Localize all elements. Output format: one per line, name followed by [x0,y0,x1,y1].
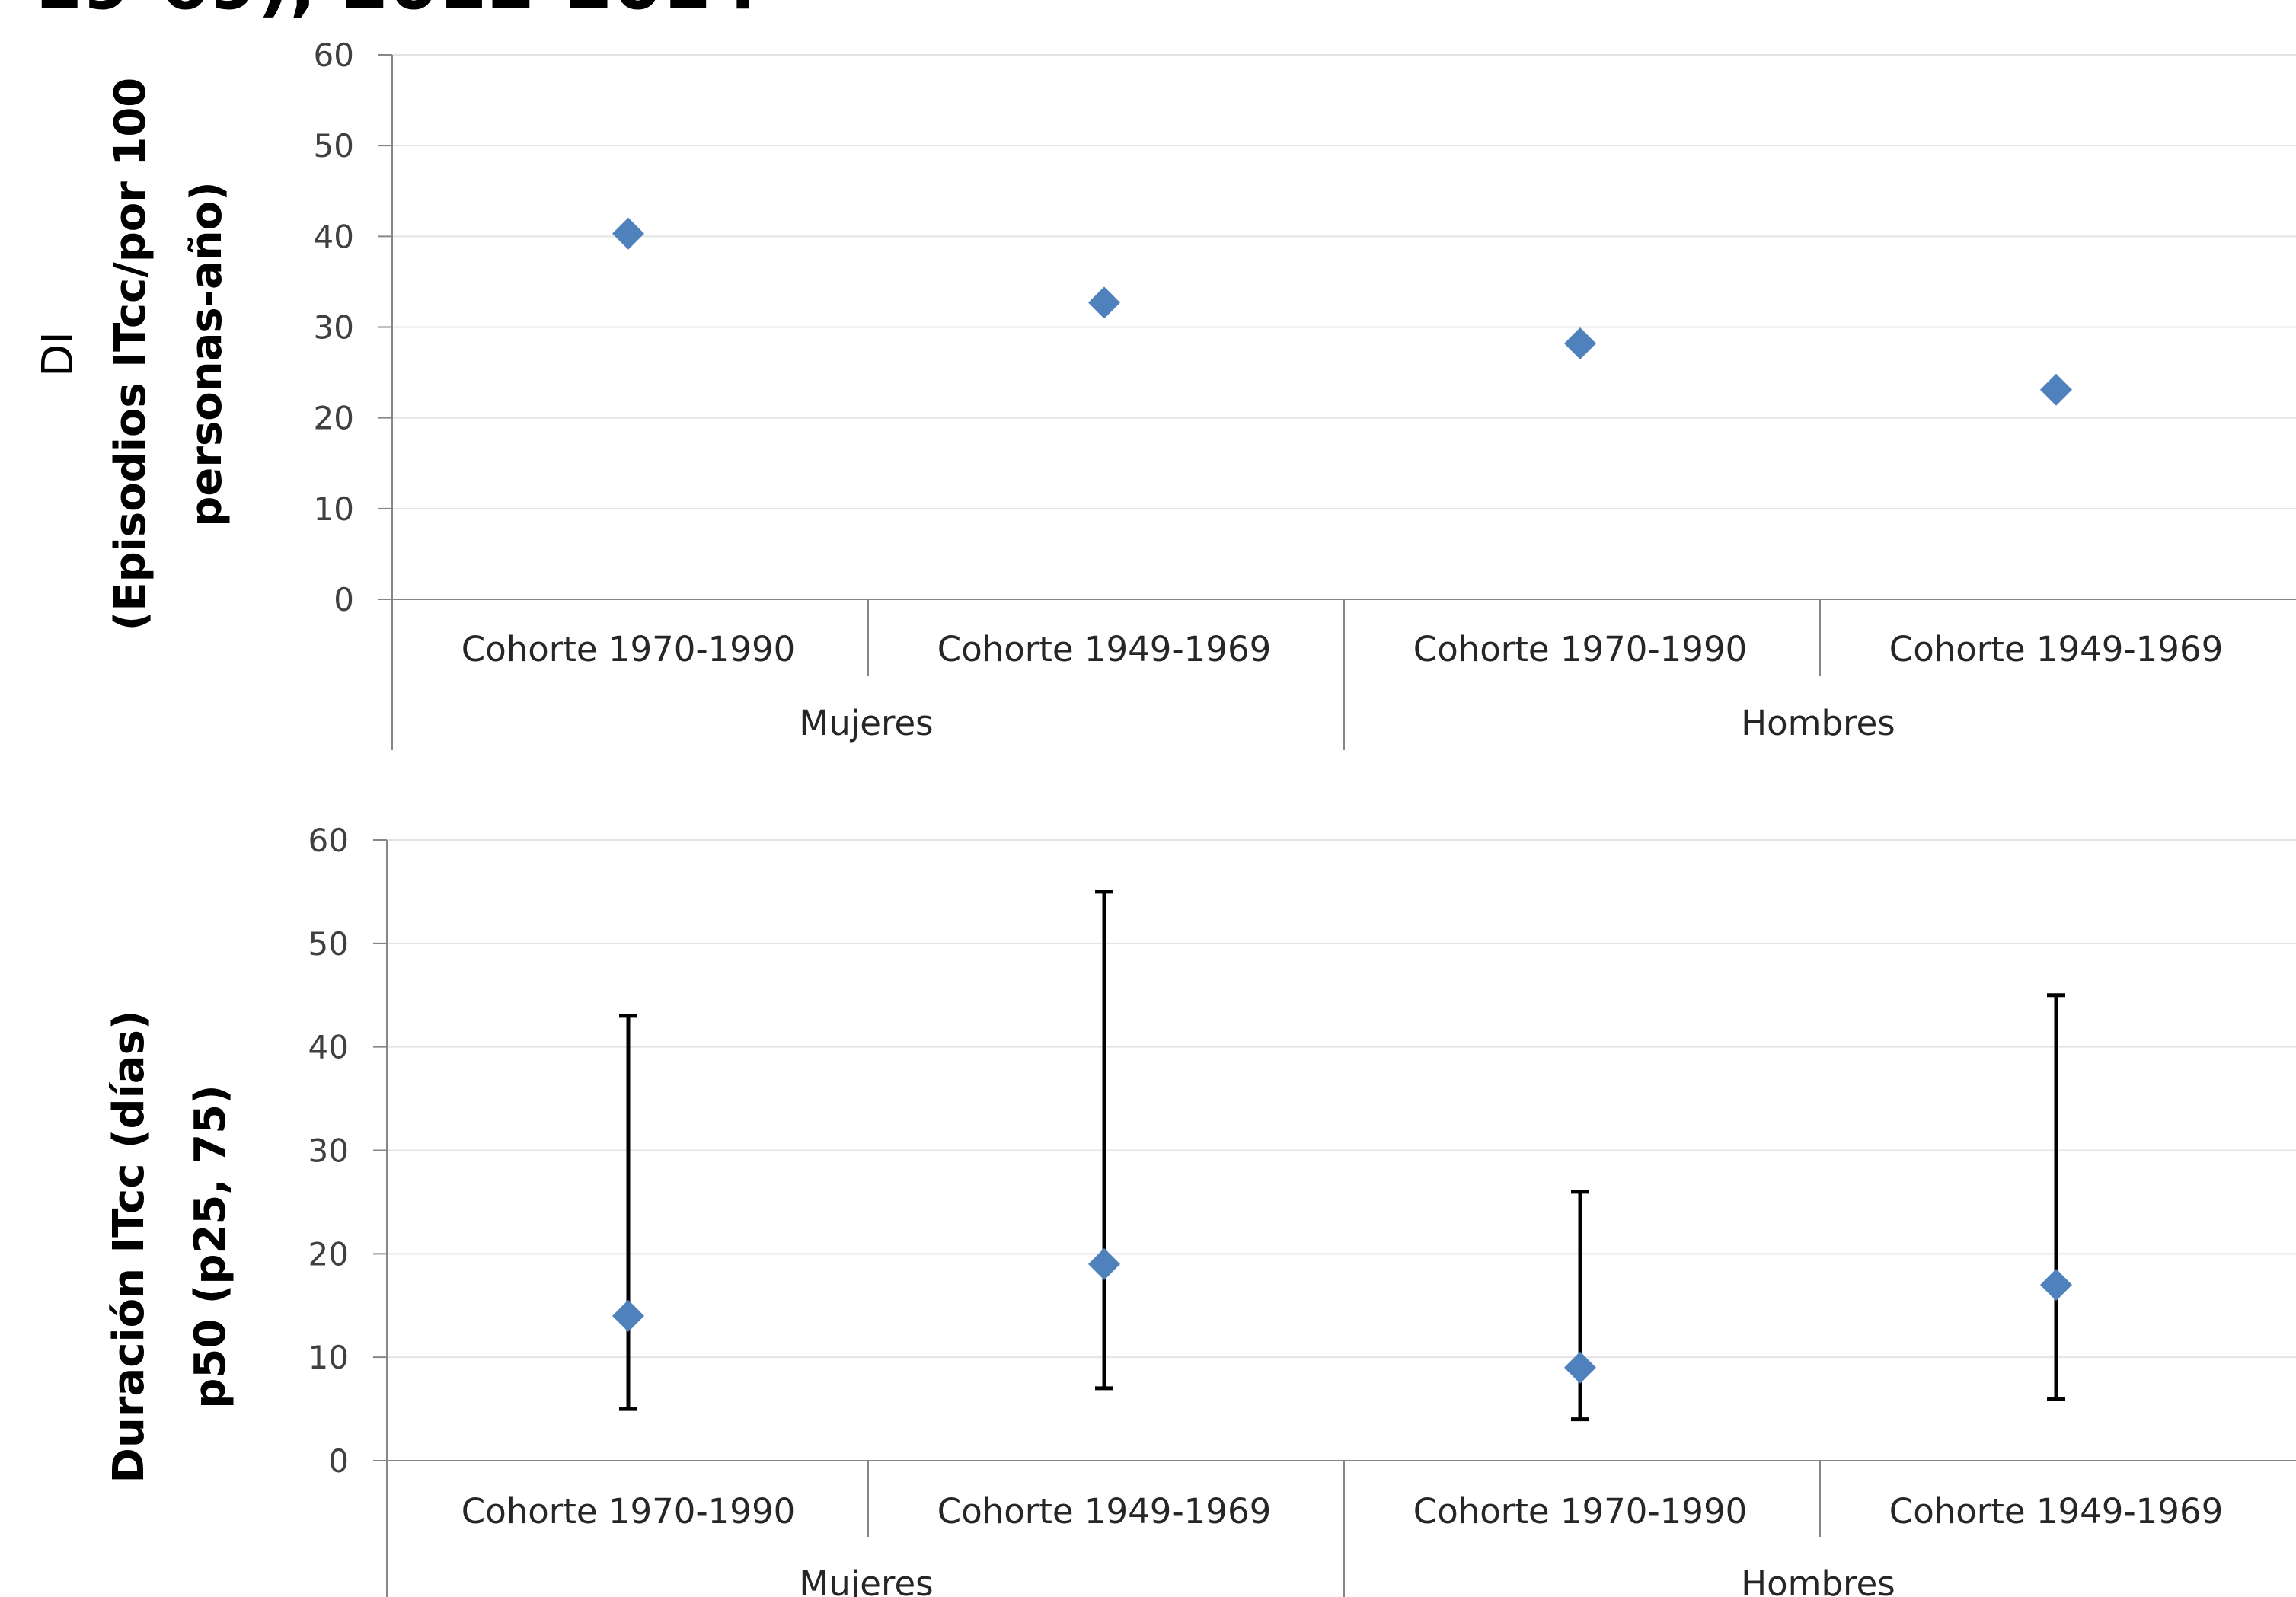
y-tick-label: 20 [314,400,354,437]
y-axis-title: (Episodios ITcc/por 100 [106,78,155,631]
data-point [1564,327,1596,359]
data-point [1088,286,1120,319]
category-label: Cohorte 1949-1969 [937,1491,1271,1532]
y-tick-label: 60 [314,37,354,74]
group-label: Mujeres [799,703,933,743]
category-label: Cohorte 1970-1990 [1413,629,1747,669]
data-point [2040,1269,2072,1302]
y-axis-title: personas-año) [182,181,232,526]
group-label: Hombres [1741,1563,1895,1597]
y-tick-label: 40 [308,1029,349,1066]
group-label: Hombres [1741,703,1895,743]
y-axis-title: p50 (p25, 75) [186,1084,235,1408]
category-label: Cohorte 1949-1969 [937,629,1271,669]
category-label: Cohorte 1970-1990 [461,1491,795,1532]
y-tick-label: 0 [328,1442,349,1480]
category-label: Cohorte 1949-1969 [1889,629,2223,669]
data-point [1088,1247,1120,1280]
y-tick-label: 30 [314,309,354,347]
group-label: Mujeres [799,1563,933,1597]
y-axis-title: Duración ITcc (días) [104,1010,154,1483]
category-label: Cohorte 1970-1990 [1413,1491,1747,1532]
category-label: Cohorte 1949-1969 [1889,1491,2223,1532]
data-point [612,217,644,250]
chart-title-fragment: 19-69), 2012-2014 [34,0,760,25]
data-point [1564,1351,1596,1384]
y-tick-label: 60 [308,822,349,859]
y-tick-label: 10 [314,490,354,528]
data-point [2040,373,2072,406]
y-tick-label: 20 [308,1235,349,1273]
y-tick-label: 0 [334,581,354,618]
y-axis-title: DI [34,331,83,377]
category-label: Cohorte 1970-1990 [461,629,795,669]
y-tick-label: 50 [314,127,354,164]
y-tick-label: 40 [314,218,354,255]
data-point [612,1299,644,1332]
y-tick-label: 50 [308,925,349,963]
y-tick-label: 10 [308,1339,349,1376]
y-tick-label: 30 [308,1132,349,1170]
